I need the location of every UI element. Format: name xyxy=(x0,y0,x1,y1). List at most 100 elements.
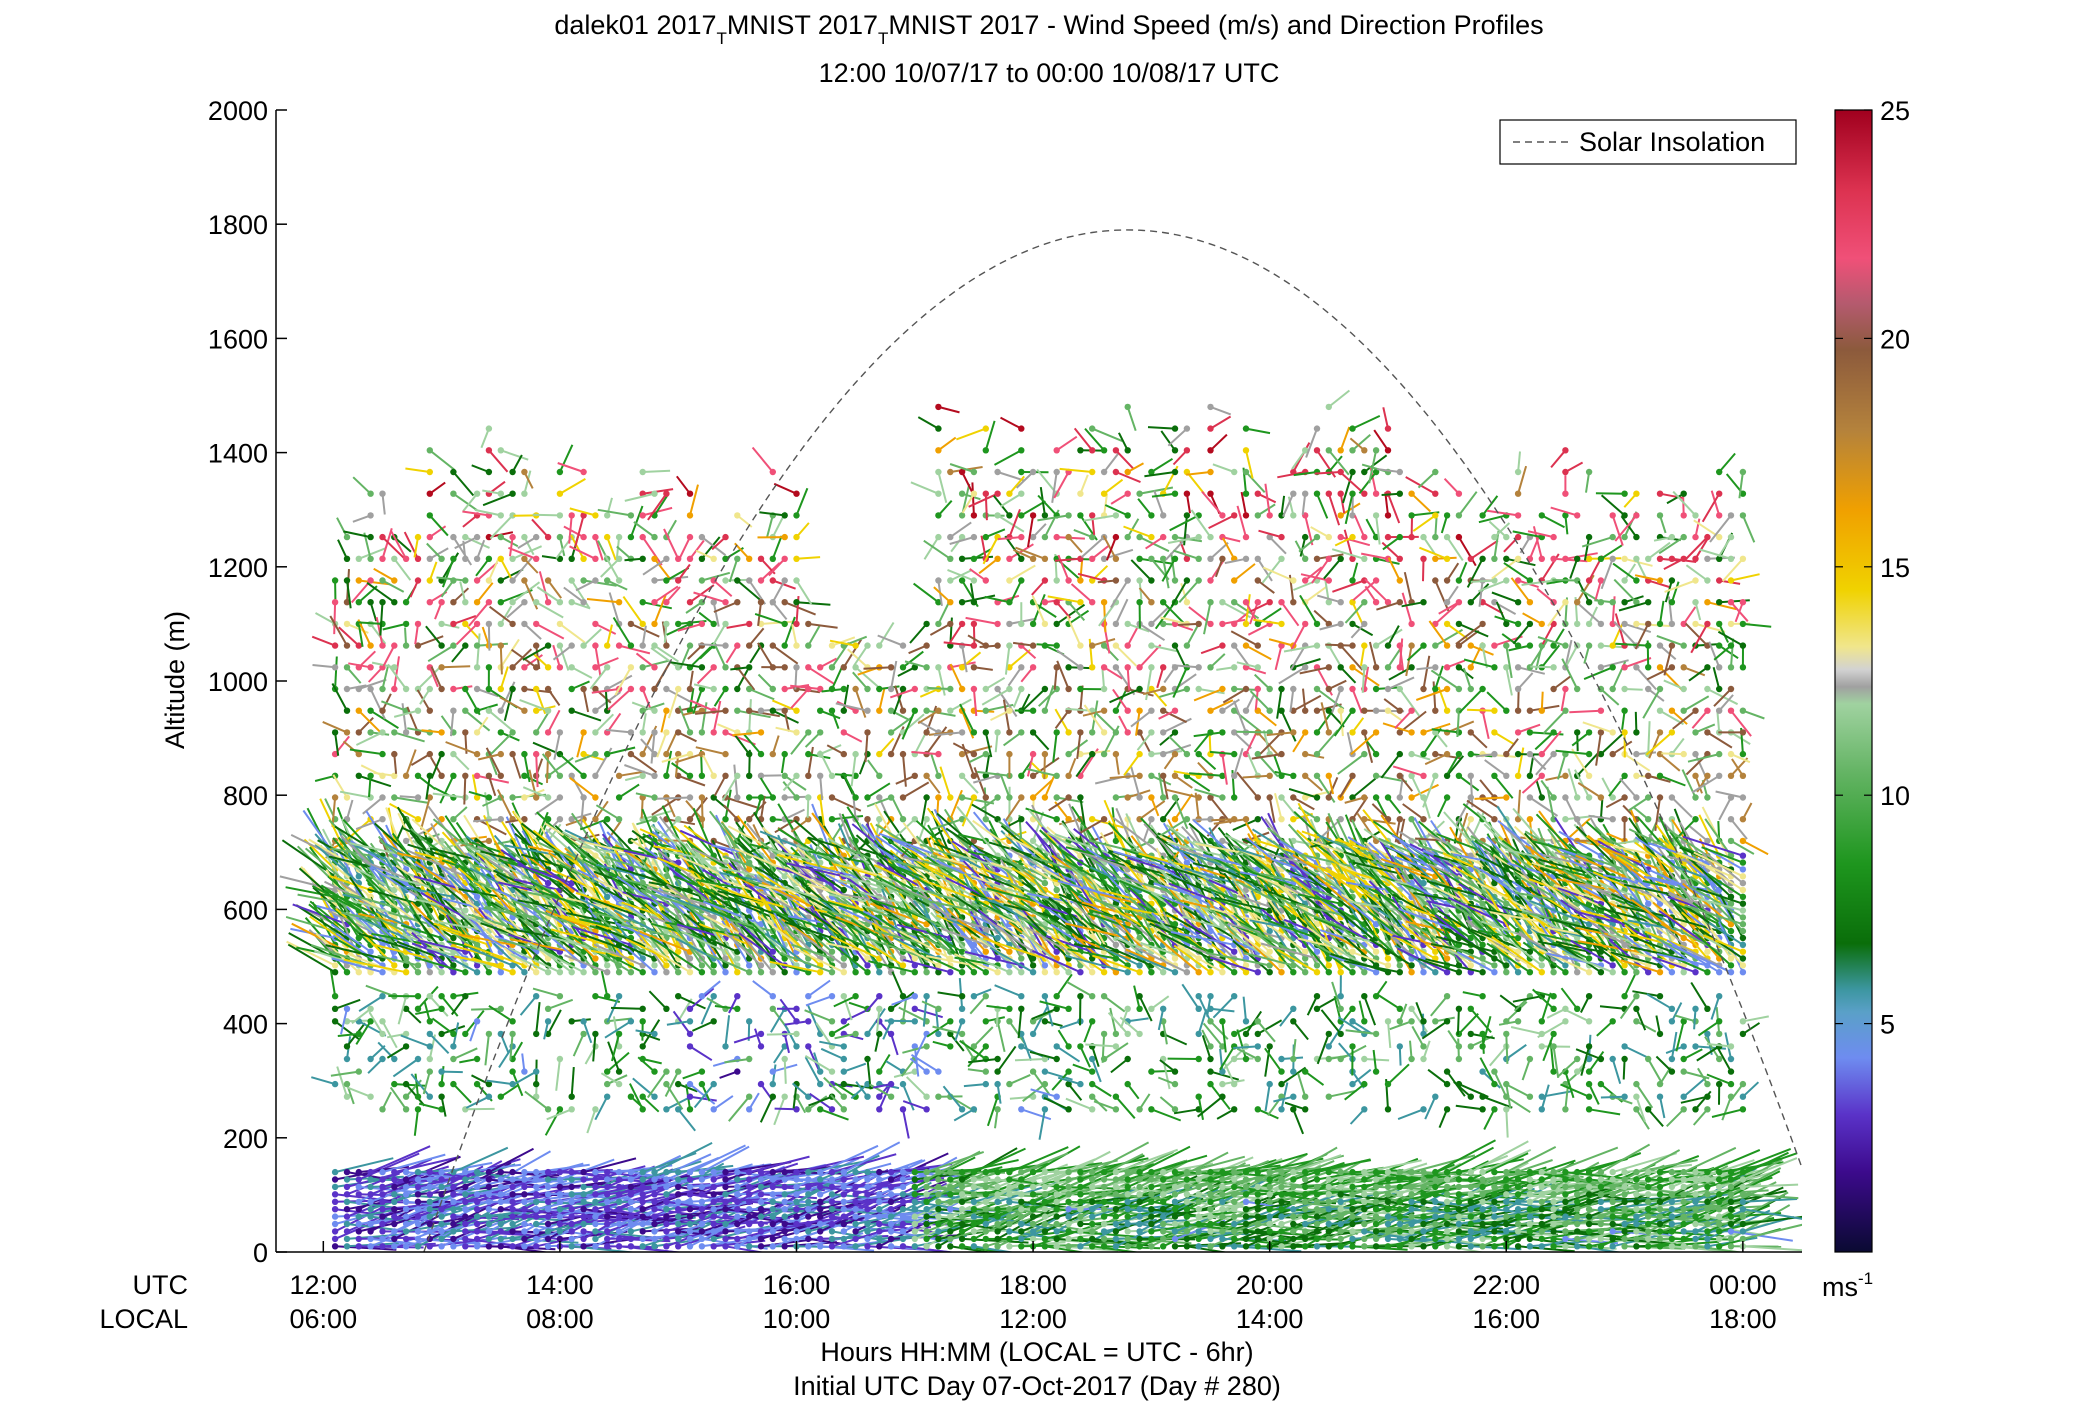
wind-barb-dot xyxy=(485,1243,493,1250)
wind-barb-dot xyxy=(343,1043,351,1050)
wind-barb-dot xyxy=(746,1191,753,1198)
wind-barb-dot xyxy=(438,1213,445,1220)
wind-barb-dot xyxy=(828,1183,836,1191)
wind-barb-dot xyxy=(391,1176,398,1183)
wind-barb-dot xyxy=(533,729,540,736)
wind-barb-dot xyxy=(947,1213,954,1220)
wind-barb-stem xyxy=(336,1066,348,1098)
wind-barb-dot xyxy=(828,642,836,649)
wind-barb-dot xyxy=(639,512,646,519)
wind-barb-stem xyxy=(285,886,336,898)
wind-barb-stem xyxy=(653,493,669,516)
wind-barb-stem xyxy=(471,1007,501,1011)
wind-barb-dot xyxy=(923,1191,930,1198)
wind-barb-dot xyxy=(426,685,433,693)
wind-barb-dot xyxy=(698,1068,706,1075)
wind-barb-stem xyxy=(430,753,443,779)
wind-barb-dot xyxy=(426,1191,433,1198)
wind-barb-dot xyxy=(604,664,611,671)
wind-barb-dot xyxy=(426,555,433,562)
wind-barb-dot xyxy=(497,555,504,562)
wind-barb-stem xyxy=(358,932,419,953)
wind-barb-dot xyxy=(426,447,433,454)
wind-barb-dot xyxy=(935,1206,942,1213)
wind-barb-dot xyxy=(746,1055,753,1063)
wind-barb-dot xyxy=(544,1191,552,1198)
wind-barb-stem xyxy=(469,1020,479,1042)
wind-barb-dot xyxy=(947,468,954,476)
wind-barb-stem xyxy=(511,454,523,473)
wind-barb-dot xyxy=(828,664,836,671)
wind-barb-dot xyxy=(958,1018,966,1025)
wind-barb-dot xyxy=(485,707,493,714)
wind-barb-dot xyxy=(568,599,575,606)
wind-barb-dot xyxy=(391,962,398,969)
wind-barb-dot xyxy=(947,1220,954,1228)
wind-barb-dot xyxy=(521,750,528,758)
wind-barb-dot xyxy=(379,577,386,584)
wind-barb-dot xyxy=(710,1206,717,1213)
wind-barb-dot xyxy=(485,969,493,976)
wind-barb-stem xyxy=(607,1017,633,1023)
wind-barb-dot xyxy=(769,642,776,649)
wind-barb-stem xyxy=(698,643,726,647)
wind-barb-dot xyxy=(817,664,824,671)
wind-barb-dot xyxy=(876,794,883,801)
wind-barb-dot xyxy=(935,1005,942,1012)
wind-barb-dot xyxy=(828,772,836,779)
wind-barb-dot xyxy=(379,1206,386,1213)
wind-barb-dot xyxy=(686,794,694,801)
wind-barb-dot xyxy=(947,1176,954,1183)
wind-barb-dot xyxy=(485,1220,493,1228)
wind-barb-stem xyxy=(522,899,561,932)
wind-barb-dot xyxy=(509,1198,516,1206)
wind-barb-dot xyxy=(402,1080,410,1088)
wind-barb-dot xyxy=(331,969,339,976)
wind-barb-dot xyxy=(793,512,800,519)
wind-barb-dot xyxy=(355,934,362,942)
wind-barb-dot xyxy=(793,599,800,606)
wind-barb-dot xyxy=(651,1183,658,1191)
wind-barb-stem xyxy=(553,732,561,760)
wind-barb-dot xyxy=(343,1055,351,1063)
wind-barb-dot xyxy=(414,1235,422,1243)
wind-barb-stem xyxy=(523,654,543,669)
wind-barb-dot xyxy=(663,1168,670,1176)
wind-barb-dot xyxy=(793,620,800,628)
wind-barb-dot xyxy=(426,664,433,671)
wind-barb-dot xyxy=(438,1220,445,1228)
wind-barb-stem xyxy=(949,789,963,820)
wind-barb-dot xyxy=(414,1213,422,1220)
wind-barb-dot xyxy=(899,794,907,801)
wind-barb-dot xyxy=(497,816,504,823)
wind-barb-stem xyxy=(309,915,360,953)
wind-barb-dot xyxy=(911,1018,918,1025)
wind-barb-stem xyxy=(331,683,348,712)
wind-barb-dot xyxy=(331,772,339,779)
wind-barb-dot xyxy=(663,642,670,649)
wind-barb-dot xyxy=(615,1030,623,1038)
wind-barb-dot xyxy=(615,533,623,541)
wind-barb-dot xyxy=(651,1213,658,1220)
wind-barb-dot xyxy=(923,993,930,1000)
wind-barb-stem xyxy=(452,536,473,566)
wind-barb-dot xyxy=(367,577,374,584)
wind-barb-dot xyxy=(391,1183,398,1191)
wind-barb-stem xyxy=(552,644,573,661)
wind-barb-dot xyxy=(533,664,540,671)
wind-barb-dot xyxy=(935,794,942,801)
wind-barb-dot xyxy=(533,1198,540,1206)
wind-barb-stem xyxy=(910,481,939,495)
wind-barb-dot xyxy=(686,816,694,823)
wind-barb-dot xyxy=(828,1030,836,1038)
wind-barb-stem xyxy=(503,947,537,973)
wind-barb-dot xyxy=(698,533,706,541)
wind-barb-dot xyxy=(757,1191,765,1198)
wind-barb-dot xyxy=(923,685,930,693)
wind-barb-dot xyxy=(391,729,398,736)
wind-barb-dot xyxy=(604,1228,611,1235)
wind-barb-dot xyxy=(521,1206,528,1213)
wind-barb-stem xyxy=(394,796,428,804)
wind-barb-stem xyxy=(469,947,513,967)
wind-barb-stem xyxy=(393,1224,448,1248)
